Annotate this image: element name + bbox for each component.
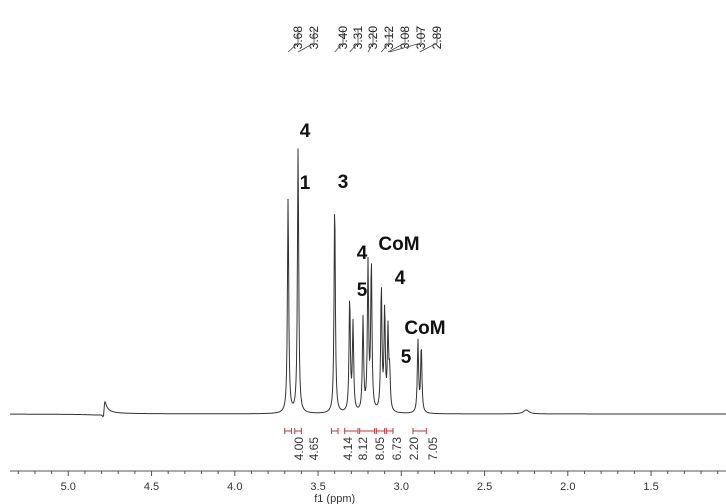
x-tick-label: 5.0	[61, 481, 76, 493]
peak-assignment-label: 1	[300, 173, 311, 194]
peak-assignment-label: 3	[338, 172, 349, 193]
integral-value: 4.00	[292, 437, 306, 461]
peak-assignment-label: CoM	[378, 234, 419, 255]
integral-value: 6.73	[390, 437, 404, 461]
peak-leader-line	[287, 29, 299, 53]
x-tick-label: 1.5	[643, 481, 658, 493]
peak-leader-line	[419, 29, 438, 53]
peak-assignment-label: 4	[300, 121, 311, 142]
peak-leader-line	[367, 29, 374, 53]
integral-value: 8.05	[373, 437, 387, 461]
integral-value: 7.05	[426, 437, 440, 461]
x-tick-label: 3.5	[310, 481, 325, 493]
peak-assignment-label: 4	[357, 243, 368, 264]
peak-leader-line	[349, 29, 359, 53]
peak-assignment-label: CoM	[404, 318, 445, 339]
peak-leader-line	[380, 29, 390, 53]
x-axis-label: f1 (ppm)	[314, 493, 355, 504]
peak-leader-line	[387, 29, 406, 53]
x-tick-label: 4.5	[144, 481, 159, 493]
integral-value: 8.12	[356, 437, 370, 461]
peak-leader-line	[297, 29, 315, 53]
integral-value: 2.20	[407, 437, 421, 461]
x-tick-label: 3.0	[394, 481, 409, 493]
peak-leader-line	[334, 29, 344, 53]
peak-assignment-label: 5	[357, 280, 368, 301]
integral-value: 4.14	[341, 437, 355, 461]
integral-value: 4.65	[307, 437, 321, 461]
peak-assignment-label: 5	[401, 347, 412, 368]
peak-leader-line	[389, 29, 422, 53]
x-tick-label: 2.0	[560, 481, 575, 493]
spectrum-trace	[10, 148, 726, 418]
x-tick-label: 2.5	[477, 481, 492, 493]
peak-assignment-label: 4	[395, 268, 406, 289]
x-tick-label: 4.0	[227, 481, 242, 493]
